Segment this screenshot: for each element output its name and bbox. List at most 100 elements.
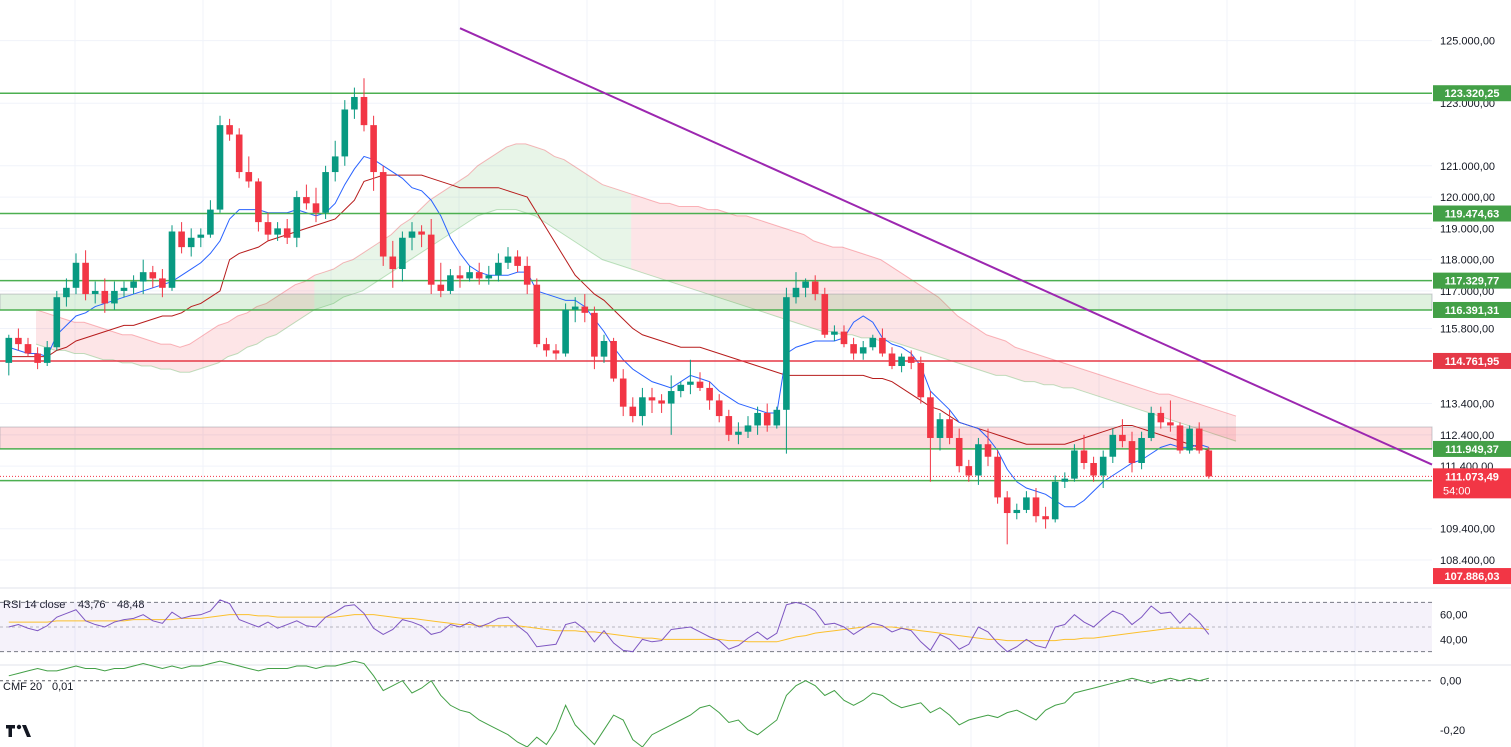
- candle-body[interactable]: [1167, 422, 1174, 426]
- candle-body[interactable]: [274, 228, 281, 235]
- level-badge[interactable]: [1433, 272, 1511, 289]
- candle-body[interactable]: [216, 125, 224, 210]
- candle-body[interactable]: [1042, 516, 1049, 520]
- candle-body[interactable]: [139, 272, 147, 282]
- candle-body[interactable]: [370, 125, 377, 173]
- candle-body[interactable]: [1176, 425, 1184, 451]
- candle-body[interactable]: [831, 331, 838, 335]
- candle-body[interactable]: [773, 409, 781, 426]
- cmf-panel[interactable]: CMF 20 0,01 0,00 -0,20: [0, 660, 1465, 747]
- candle-body[interactable]: [303, 197, 310, 204]
- level-badge[interactable]: [1433, 352, 1511, 369]
- candle-body[interactable]: [235, 134, 243, 173]
- candle-body[interactable]: [763, 412, 771, 426]
- candle-body[interactable]: [1186, 428, 1193, 451]
- candle-body[interactable]: [859, 347, 867, 354]
- candle-body[interactable]: [591, 312, 598, 357]
- trendline[interactable]: [459, 27, 1433, 466]
- candle-body[interactable]: [245, 172, 253, 182]
- candle-body[interactable]: [744, 425, 752, 432]
- candle-body[interactable]: [927, 397, 934, 438]
- candle-body[interactable]: [1147, 412, 1155, 438]
- candle-body[interactable]: [639, 397, 646, 417]
- candle-body[interactable]: [178, 231, 185, 248]
- candle-body[interactable]: [552, 350, 560, 354]
- candle-body[interactable]: [802, 281, 809, 288]
- candle-body[interactable]: [840, 331, 848, 345]
- candle-body[interactable]: [101, 290, 109, 304]
- candle-body[interactable]: [408, 231, 416, 238]
- candle-body[interactable]: [975, 444, 982, 476]
- candle-body[interactable]: [1032, 497, 1040, 517]
- candle-body[interactable]: [24, 344, 32, 354]
- candle-body[interactable]: [1080, 450, 1088, 463]
- candle-body[interactable]: [447, 275, 454, 291]
- candle-body[interactable]: [725, 416, 733, 435]
- candle-body[interactable]: [811, 281, 819, 295]
- candle-body[interactable]: [466, 272, 473, 279]
- candle-body[interactable]: [850, 344, 857, 354]
- candle-body[interactable]: [5, 337, 13, 363]
- level-badge[interactable]: [1433, 85, 1511, 102]
- candle-body[interactable]: [427, 234, 435, 285]
- candle-body[interactable]: [610, 340, 617, 379]
- candle-body[interactable]: [936, 419, 944, 438]
- candle-body[interactable]: [331, 156, 339, 173]
- candle-body[interactable]: [475, 272, 483, 279]
- candle-body[interactable]: [456, 275, 464, 279]
- candle-body[interactable]: [293, 197, 301, 238]
- candle-body[interactable]: [1119, 434, 1126, 442]
- candle-body[interactable]: [168, 231, 176, 288]
- candle-body[interactable]: [34, 353, 41, 363]
- candle-body[interactable]: [648, 397, 656, 401]
- price-axis[interactable]: 125.000,00 123.000,00 121.000,00 120.000,00…: [1433, 36, 1511, 585]
- candle-body[interactable]: [687, 381, 694, 385]
- candle-body[interactable]: [360, 96, 368, 126]
- candle-body[interactable]: [1023, 497, 1030, 510]
- candle-body[interactable]: [581, 306, 589, 313]
- candle-body[interactable]: [149, 272, 157, 279]
- candle-body[interactable]: [965, 466, 973, 476]
- candle-body[interactable]: [955, 437, 963, 467]
- candle-body[interactable]: [869, 337, 877, 348]
- candle-body[interactable]: [389, 256, 397, 270]
- candle-body[interactable]: [1128, 441, 1136, 463]
- candle-body[interactable]: [82, 262, 89, 295]
- level-badge[interactable]: [1433, 205, 1511, 222]
- candle-body[interactable]: [994, 456, 1001, 498]
- candle-body[interactable]: [1195, 428, 1203, 451]
- candle-body[interactable]: [322, 172, 329, 213]
- current-price-badge[interactable]: [1433, 468, 1511, 499]
- candle-body[interactable]: [754, 412, 761, 426]
- candle-body[interactable]: [399, 237, 406, 270]
- candle-body[interactable]: [523, 265, 531, 285]
- candle-body[interactable]: [1090, 462, 1097, 476]
- candle-body[interactable]: [1051, 481, 1059, 520]
- candle-body[interactable]: [658, 400, 665, 404]
- candle-body[interactable]: [907, 356, 915, 363]
- candle-body[interactable]: [418, 231, 425, 235]
- candle-body[interactable]: [207, 209, 214, 235]
- candle-body[interactable]: [159, 278, 166, 288]
- candle-body[interactable]: [792, 287, 800, 298]
- candle-body[interactable]: [255, 181, 262, 223]
- candle-body[interactable]: [735, 431, 742, 435]
- candle-body[interactable]: [984, 444, 992, 457]
- candle-body[interactable]: [130, 281, 137, 288]
- candle-body[interactable]: [226, 125, 233, 135]
- candle-body[interactable]: [619, 378, 627, 407]
- candle-body[interactable]: [888, 353, 896, 367]
- candle-body[interactable]: [821, 294, 829, 335]
- candle-body[interactable]: [600, 340, 608, 357]
- candle-body[interactable]: [783, 297, 790, 410]
- candle-body[interactable]: [91, 290, 99, 295]
- level-badge[interactable]: [1433, 440, 1511, 457]
- candle-body[interactable]: [1003, 497, 1011, 514]
- candle-body[interactable]: [495, 262, 502, 276]
- candle-body[interactable]: [312, 203, 320, 213]
- candle-body[interactable]: [562, 309, 569, 354]
- candle-body[interactable]: [187, 237, 195, 248]
- candle-body[interactable]: [1061, 478, 1069, 482]
